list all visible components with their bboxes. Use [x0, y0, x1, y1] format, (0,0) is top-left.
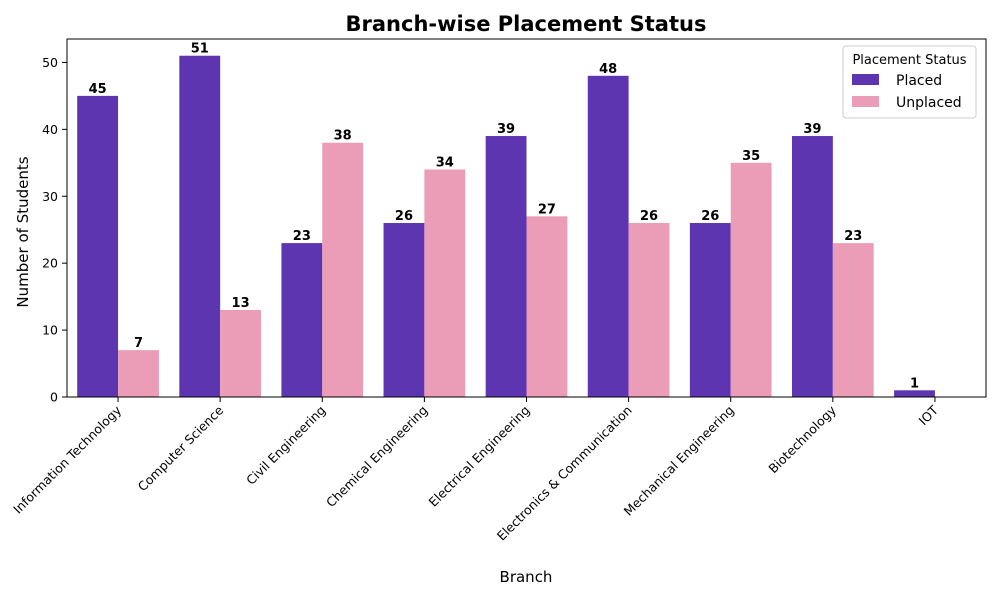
bar-unplaced-0	[118, 350, 159, 397]
plot-frame	[66, 38, 987, 398]
x-tick-label: Civil Engineering	[243, 403, 328, 488]
x-tick-label: Information Technology	[10, 402, 125, 517]
data-label-unplaced-2: 38	[334, 129, 352, 144]
legend-label-unplaced: Unplaced	[896, 95, 962, 111]
y-axis-label: Number of Students	[14, 156, 32, 307]
data-label-placed-5: 48	[599, 62, 617, 77]
legend: Placement Status Placed Unplaced	[842, 45, 977, 119]
data-label-unplaced-7: 23	[844, 229, 862, 244]
bar-unplaced-4	[526, 216, 568, 397]
data-label-unplaced-0: 7	[134, 336, 143, 351]
data-label-unplaced-5: 26	[640, 209, 658, 224]
bar-placed-1	[179, 55, 221, 397]
y-tick-label: 50	[42, 55, 58, 70]
legend-swatch-placed	[852, 74, 879, 85]
bar-placed-5	[587, 75, 629, 397]
data-label-placed-8: 1	[910, 376, 919, 391]
y-tick-label: 30	[42, 189, 58, 204]
bar-unplaced-2	[322, 142, 364, 397]
x-tick-label: Mechanical Engineering	[621, 403, 737, 519]
y-tick-label: 0	[50, 390, 58, 405]
x-axis: Information Technology Computer Science Ci…	[10, 397, 941, 543]
bar-unplaced-3	[424, 169, 466, 397]
bar-unplaced-6	[730, 162, 772, 397]
bar-placed-3	[383, 223, 425, 397]
bar-placed-0	[77, 95, 119, 397]
chart-title: Branch-wise Placement Status	[346, 12, 707, 36]
bar-placed-2	[281, 243, 323, 397]
bar-placed-6	[689, 223, 731, 397]
legend-swatch-unplaced	[852, 96, 879, 107]
x-tick-label: Computer Science	[135, 402, 227, 494]
x-tick-label: Chemical Engineering	[323, 403, 430, 510]
bar-unplaced-5	[628, 223, 670, 397]
data-label-placed-6: 26	[701, 209, 719, 224]
x-tick-label: IOT	[915, 402, 941, 428]
data-label-placed-0: 45	[89, 82, 107, 97]
y-axis: 0 10 20 30 40 50	[42, 55, 67, 405]
bar-unplaced-1	[220, 310, 262, 397]
y-tick-label: 10	[42, 323, 58, 338]
x-axis-label: Branch	[500, 568, 553, 586]
data-label-unplaced-4: 27	[538, 202, 556, 217]
bar-placed-8	[894, 390, 935, 397]
data-label-placed-3: 26	[395, 209, 413, 224]
y-tick-label: 40	[42, 122, 58, 137]
data-label-placed-1: 51	[191, 42, 209, 57]
data-label-placed-2: 23	[293, 229, 311, 244]
y-tick-label: 20	[42, 256, 58, 271]
legend-title: Placement Status	[852, 53, 966, 68]
bar-placed-4	[485, 136, 527, 398]
data-label-unplaced-1: 13	[232, 296, 250, 311]
bar-placed-7	[791, 136, 833, 398]
data-label-unplaced-3: 34	[436, 155, 454, 170]
data-label-unplaced-6: 35	[742, 149, 760, 164]
legend-label-placed: Placed	[896, 73, 942, 89]
bars-layer	[77, 55, 935, 398]
x-tick-label: Biotechnology	[765, 402, 839, 476]
x-tick-label: Electrical Engineering	[426, 403, 533, 510]
data-labels-layer: 45 51 23 26 39 48 26 39 1 7 13 38 34 27 26 35 23	[89, 42, 919, 392]
bar-unplaced-7	[832, 243, 874, 397]
data-label-placed-7: 39	[803, 122, 821, 137]
data-label-placed-4: 39	[497, 122, 515, 137]
